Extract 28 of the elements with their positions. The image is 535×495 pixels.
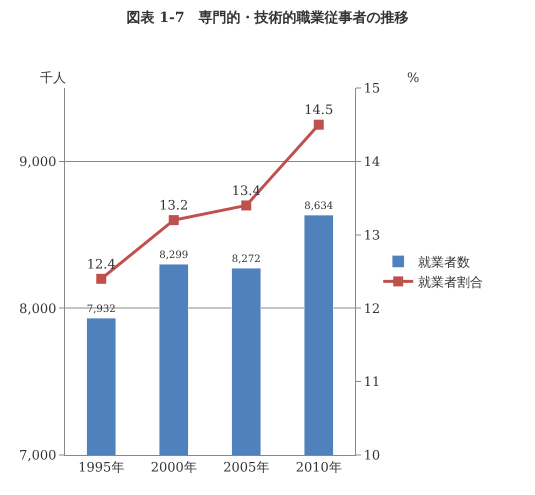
x-tick-label: 2005年 <box>223 460 270 476</box>
y-tick-label: 9,000 <box>19 154 56 170</box>
data-label: 14.5 <box>304 103 334 118</box>
point <box>168 215 179 226</box>
point <box>96 274 106 284</box>
data-label: 12.4 <box>86 257 116 272</box>
y2-tick-label: 14 <box>364 154 380 170</box>
y2-tick-label: 15 <box>364 82 380 97</box>
point <box>314 120 324 130</box>
legend-label: 就業者割合 <box>418 275 484 290</box>
legend-label: 就業者数 <box>418 256 470 271</box>
data-label: 8,634 <box>304 201 334 212</box>
y2-axis-title: % <box>407 71 420 86</box>
data-label: 8,299 <box>159 250 188 262</box>
x-tick-label: 2010年 <box>296 460 342 476</box>
data-label: 13.2 <box>159 198 188 214</box>
x-tick-label: 2000年 <box>150 460 197 476</box>
y-axis-title: 千人 <box>40 71 66 86</box>
chart-title: 図表 1-7 専門的・技術的職業従事者の推移 <box>126 9 409 26</box>
y2-tick-label: 12 <box>364 302 380 317</box>
y2-tick-label: 10 <box>364 448 380 464</box>
x-tick-label: 1995年 <box>78 460 124 476</box>
y2-tick-label: 13 <box>364 228 380 244</box>
y-tick-label: 8,000 <box>19 302 56 317</box>
point <box>241 200 252 210</box>
y-tick-label: 7,000 <box>19 448 56 464</box>
data-label: 8,272 <box>232 254 261 266</box>
y2-tick-label: 11 <box>364 375 380 390</box>
